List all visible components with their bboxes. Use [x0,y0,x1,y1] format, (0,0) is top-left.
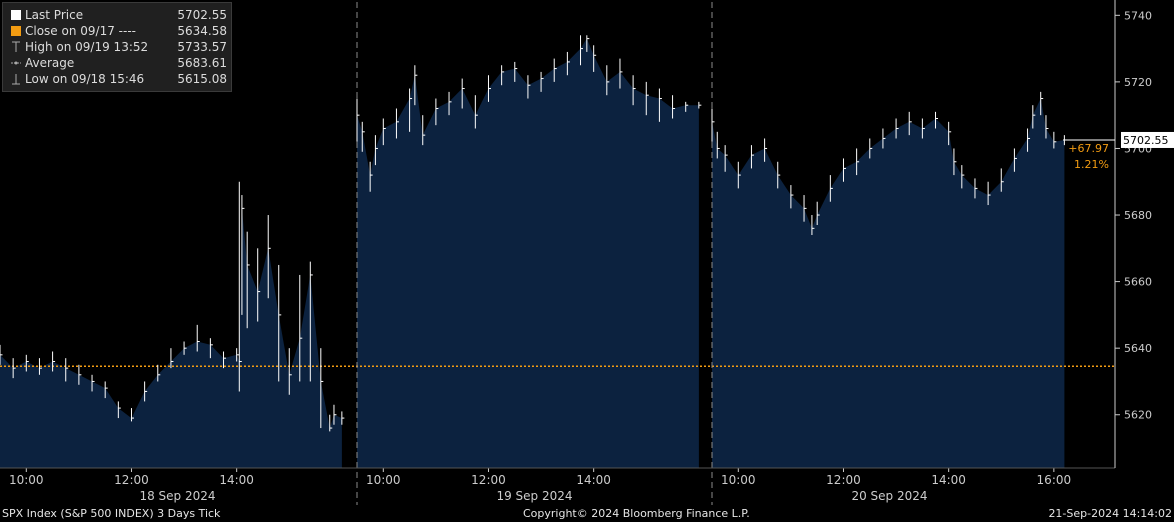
footer-copyright: Copyright© 2024 Bloomberg Finance L.P. [523,507,750,520]
low-icon [9,73,23,85]
legend-row-average: Average 5683.61 [9,55,227,71]
x-tick-label: 14:00 [576,473,611,487]
x-date-label: 18 Sep 2024 [139,489,215,503]
x-tick-label: 10:00 [366,473,401,487]
y-tick-label: 5720 [1124,76,1152,89]
price-area-day-1 [0,208,342,468]
legend-value: 5733.57 [177,40,227,54]
x-tick-label: 12:00 [826,473,861,487]
legend-square-icon [9,10,23,20]
legend-row-close: Close on 09/17 ---- 5634.58 [9,23,227,39]
x-tick-label: 12:00 [114,473,149,487]
legend-label: Last Price [25,8,84,22]
legend-row-low: Low on 09/18 15:46 5615.08 [9,71,227,87]
legend-value: 5615.08 [177,72,227,86]
legend-label: Average [25,56,75,70]
legend-value: 5634.58 [177,24,227,38]
chart-footer: SPX Index (S&P 500 INDEX) 3 Days Tick Co… [0,505,1174,522]
y-tick-label: 5620 [1124,409,1152,422]
footer-security-label: SPX Index (S&P 500 INDEX) 3 Days Tick [2,507,221,520]
axis-layer: 18 Sep 2024 10:00 12:00 14:00 19 Sep 2024 10:… [0,0,1174,503]
y-tick-label: 5640 [1124,342,1152,355]
price-area-day-2 [357,38,699,468]
legend-value: 5683.61 [177,56,227,70]
tick-bar-layer [0,35,1067,432]
price-area-layer [0,38,1065,468]
y-tick-label: 5660 [1124,276,1152,289]
legend-label: Close on 09/17 ---- [25,24,136,38]
x-tick-label: 12:00 [471,473,506,487]
legend-row-last-price: Last Price 5702.55 [9,7,227,23]
day-separator-layer [356,2,713,505]
y-tick-label: 5680 [1124,209,1152,222]
legend-label: Low on 09/18 15:46 [25,72,145,86]
y-tick-label: 5740 [1124,9,1152,22]
average-icon [9,57,23,69]
x-date-label: 19 Sep 2024 [496,489,572,503]
legend-label: High on 09/19 13:52 [25,40,149,54]
change-percent-label: 1.21% [1074,158,1109,171]
chart-legend: Last Price 5702.55 Close on 09/17 ---- 5… [2,2,232,92]
last-price-label: 5702.55 [1123,134,1169,147]
change-points-label: +67.97 [1068,142,1109,155]
legend-row-high: High on 09/19 13:52 5733.57 [9,39,227,55]
x-date-label: 20 Sep 2024 [851,489,927,503]
x-tick-label: 10:00 [721,473,756,487]
legend-value: 5702.55 [177,8,227,22]
price-area-day-3 [712,98,1065,468]
x-tick-label: 10:00 [9,473,44,487]
footer-timestamp: 21-Sep-2024 14:14:02 [1048,507,1172,520]
legend-square-icon [9,26,23,36]
high-icon [9,41,23,53]
x-tick-label: 16:00 [1037,473,1072,487]
x-tick-label: 14:00 [219,473,254,487]
last-price-badge [1121,131,1174,148]
x-tick-label: 14:00 [931,473,966,487]
